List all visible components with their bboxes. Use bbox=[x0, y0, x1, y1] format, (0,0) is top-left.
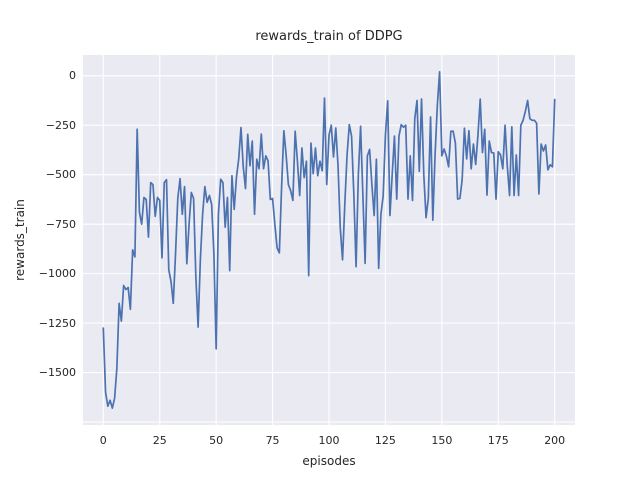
y-axis-label: rewards_train bbox=[13, 199, 27, 281]
y-tick-label: −500 bbox=[45, 168, 76, 182]
y-tick-label: −250 bbox=[45, 118, 76, 132]
x-tick-label: 25 bbox=[152, 434, 167, 447]
x-axis-label: episodes bbox=[302, 454, 356, 468]
y-tick-label: −1250 bbox=[38, 316, 76, 330]
x-tick-label: 50 bbox=[209, 434, 224, 447]
plot-area bbox=[83, 55, 575, 425]
chart-title: rewards_train of DDPG bbox=[255, 29, 403, 44]
y-tick-label: −1500 bbox=[38, 366, 76, 380]
chart-canvas bbox=[83, 55, 575, 425]
y-tick-label: 0 bbox=[69, 69, 76, 83]
grid-lines bbox=[83, 55, 575, 425]
y-tick-label: −1000 bbox=[38, 267, 76, 281]
x-tick-label: 0 bbox=[99, 434, 107, 447]
x-tick-label: 75 bbox=[265, 434, 280, 447]
x-tick-label: 125 bbox=[374, 434, 396, 447]
x-tick-label: 200 bbox=[544, 434, 566, 447]
series-line-rewards-train bbox=[102, 70, 556, 410]
x-tick-label: 150 bbox=[431, 434, 453, 447]
y-tick-label: −750 bbox=[45, 217, 76, 231]
x-tick-label: 175 bbox=[487, 434, 509, 447]
x-tick-label: 100 bbox=[318, 434, 340, 447]
